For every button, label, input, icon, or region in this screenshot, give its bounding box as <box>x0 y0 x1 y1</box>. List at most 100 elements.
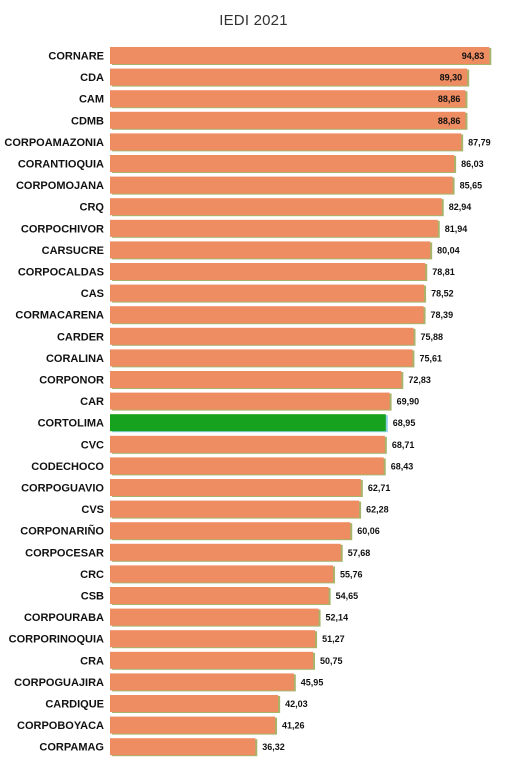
value-label: 87,79 <box>468 137 491 147</box>
value-label: 89,30 <box>440 73 463 83</box>
value-label: 55,76 <box>340 569 363 579</box>
value-label: 52,14 <box>326 613 349 623</box>
category-label: CORPOCESAR <box>25 547 104 559</box>
bar-cas <box>110 284 425 302</box>
value-label: 94,83 <box>462 51 485 61</box>
chart-title: IEDI 2021 <box>219 12 288 29</box>
category-label: CAM <box>79 94 104 106</box>
category-label: CORPOAMAZONIA <box>4 137 104 149</box>
bar-cormacarena <box>110 306 424 324</box>
bar-corpamag <box>110 738 256 756</box>
category-label: CORPONARIÑO <box>20 525 104 538</box>
bar-corpouraba <box>110 608 319 626</box>
bar-corponariño <box>110 522 351 540</box>
value-label: 54,65 <box>336 591 359 601</box>
bar-codechoco <box>110 457 384 475</box>
category-label: CORPOCHIVOR <box>21 223 104 235</box>
category-label: CDA <box>80 72 104 84</box>
category-label: CARDER <box>57 331 104 343</box>
value-label: 78,39 <box>431 310 454 320</box>
bar-corpoguavio <box>110 479 361 496</box>
category-label: CDMB <box>71 115 104 127</box>
category-label: CORALINA <box>46 353 104 365</box>
value-label: 81,94 <box>445 224 468 234</box>
value-label: 60,06 <box>357 526 380 536</box>
category-label: CORPAMAG <box>39 742 104 754</box>
value-label: 78,81 <box>432 267 455 277</box>
category-label: CVC <box>81 439 104 451</box>
value-label: 50,75 <box>320 656 343 666</box>
category-label: CORMACARENA <box>15 310 104 322</box>
bar-cornare <box>110 47 490 64</box>
category-label: CRA <box>80 655 104 667</box>
bar-cam <box>110 90 466 108</box>
bar-corpoguajira <box>110 673 294 691</box>
category-label: CAS <box>81 288 104 300</box>
category-label: CRQ <box>80 202 105 214</box>
value-label: 69,90 <box>397 397 420 407</box>
category-label: CORPOBOYACA <box>17 720 104 732</box>
bar-car <box>110 392 390 410</box>
bar-corporinoquia <box>110 630 316 648</box>
bar-carder <box>110 327 414 345</box>
value-label: 45,95 <box>301 677 324 687</box>
category-label: CORNARE <box>48 51 104 63</box>
bar-carsucre <box>110 241 431 259</box>
category-label: CORPONOR <box>39 375 104 387</box>
value-label: 68,95 <box>393 418 416 428</box>
value-label: 88,86 <box>438 116 461 126</box>
category-label: CORPOGUAVIO <box>21 483 104 495</box>
category-label: CAR <box>80 396 104 408</box>
value-label: 88,86 <box>438 94 461 104</box>
bar-corpocaldas <box>110 263 426 280</box>
category-label: CODECHOCO <box>31 461 104 473</box>
bar-coralina <box>110 349 413 367</box>
category-label: CVS <box>81 504 104 516</box>
bar-crq <box>110 198 442 216</box>
value-label: 75,88 <box>421 332 444 342</box>
value-label: 51,27 <box>322 634 345 644</box>
category-label: CORPORINOQUIA <box>9 634 104 646</box>
value-label: 36,32 <box>262 742 285 752</box>
bar-csb <box>110 587 329 604</box>
category-label: CORPOCALDAS <box>18 267 104 279</box>
bar-cortolima <box>110 414 386 432</box>
bar-cardique <box>110 695 279 712</box>
category-label: CARSUCRE <box>42 245 104 257</box>
value-label: 62,28 <box>366 505 389 515</box>
value-label: 75,61 <box>419 353 442 363</box>
bar-corpochivor <box>110 219 438 237</box>
bar-corponor <box>110 371 402 388</box>
bar-cra <box>110 651 313 669</box>
bar-corpocesar <box>110 543 341 561</box>
value-label: 78,52 <box>431 289 454 299</box>
category-label: CORTOLIMA <box>38 418 104 430</box>
value-label: 62,71 <box>368 483 391 493</box>
bar-cda <box>110 68 468 86</box>
category-label: CORANTIOQUIA <box>18 159 104 171</box>
value-label: 57,68 <box>348 548 371 558</box>
bar-crc <box>110 565 334 583</box>
bar-corpoamazonia <box>110 133 462 151</box>
bar-cvs <box>110 500 360 518</box>
value-label: 82,94 <box>449 202 472 212</box>
category-label: CORPOGUAJIRA <box>14 677 104 689</box>
value-label: 41,26 <box>282 721 305 731</box>
bar-corantioquia <box>110 155 455 172</box>
value-label: 42,03 <box>285 699 308 709</box>
bar-cdmb <box>110 111 466 129</box>
value-label: 68,71 <box>392 440 415 450</box>
value-label: 86,03 <box>461 159 484 169</box>
value-label: 85,65 <box>460 181 483 191</box>
value-label: 72,83 <box>408 375 431 385</box>
value-label: 80,04 <box>437 245 460 255</box>
bar-corpomojana <box>110 176 453 194</box>
category-label: CRC <box>80 569 104 581</box>
category-label: CORPOMOJANA <box>16 180 104 192</box>
bar-cvc <box>110 435 385 453</box>
category-label: CARDIQUE <box>45 699 104 711</box>
value-label: 68,43 <box>391 461 414 471</box>
category-label: CSB <box>81 591 104 603</box>
category-label: CORPOURABA <box>24 612 104 624</box>
